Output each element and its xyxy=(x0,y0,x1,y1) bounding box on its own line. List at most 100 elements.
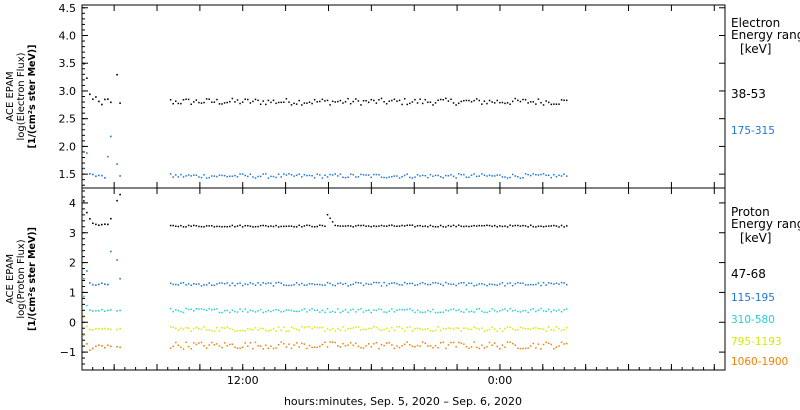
data-point xyxy=(550,343,553,346)
data-point xyxy=(380,97,383,100)
data-point xyxy=(110,328,112,331)
proton-frame xyxy=(81,187,726,371)
data-point xyxy=(283,342,285,345)
data-point xyxy=(306,102,308,104)
data-point xyxy=(409,176,411,179)
data-point xyxy=(357,282,360,284)
data-point xyxy=(529,101,532,103)
data-point xyxy=(265,282,267,285)
data-point xyxy=(421,311,424,314)
data-point xyxy=(514,175,517,177)
data-point xyxy=(393,175,396,177)
data-point xyxy=(432,104,434,106)
data-point xyxy=(285,174,288,176)
data-point xyxy=(414,284,416,287)
data-point xyxy=(98,344,100,347)
data-point xyxy=(229,327,231,330)
data-point xyxy=(419,345,421,347)
data-point xyxy=(339,329,342,331)
data-point xyxy=(86,325,88,328)
data-point xyxy=(457,308,460,311)
data-point xyxy=(221,226,223,228)
data-point xyxy=(496,284,499,287)
data-point xyxy=(421,174,424,177)
data-point xyxy=(519,225,522,227)
data-point xyxy=(285,284,288,287)
data-point xyxy=(355,311,357,313)
data-point xyxy=(177,329,180,332)
data-point xyxy=(303,284,306,286)
data-point xyxy=(537,343,540,345)
data-point xyxy=(540,173,542,176)
data-point xyxy=(427,176,429,179)
series-47-68 xyxy=(83,193,568,228)
data-point xyxy=(116,259,118,261)
data-point xyxy=(116,310,118,312)
data-point xyxy=(349,173,352,175)
data-point xyxy=(306,325,308,328)
data-point xyxy=(275,347,277,349)
data-point xyxy=(491,175,493,177)
data-point xyxy=(339,225,342,227)
data-point xyxy=(432,346,434,349)
data-point xyxy=(383,225,385,227)
data-point xyxy=(316,173,318,175)
data-point xyxy=(303,102,306,104)
data-point xyxy=(437,174,439,177)
data-point xyxy=(517,329,519,331)
data-point xyxy=(493,224,496,227)
data-point xyxy=(501,281,504,284)
data-point xyxy=(187,98,190,101)
data-point xyxy=(107,223,109,226)
data-point xyxy=(547,225,550,227)
data-point xyxy=(468,225,470,228)
data-point xyxy=(234,174,236,177)
data-point xyxy=(249,225,252,227)
data-point xyxy=(463,343,465,345)
data-point xyxy=(429,330,432,332)
data-point xyxy=(537,174,540,176)
data-point xyxy=(107,155,109,158)
data-point xyxy=(355,176,357,178)
data-point xyxy=(504,176,506,178)
data-point xyxy=(378,98,380,101)
data-point xyxy=(468,347,470,350)
data-point xyxy=(362,100,365,102)
data-point xyxy=(393,225,396,227)
data-point xyxy=(362,284,365,287)
data-point xyxy=(211,101,213,103)
data-point xyxy=(244,224,246,227)
data-point xyxy=(427,309,429,312)
data-point xyxy=(367,343,370,345)
data-point xyxy=(298,329,300,331)
data-point xyxy=(416,284,419,286)
data-point xyxy=(501,176,504,178)
data-point xyxy=(419,224,421,227)
data-point xyxy=(553,329,555,332)
data-point xyxy=(529,345,532,347)
data-point xyxy=(326,176,329,178)
data-point xyxy=(200,308,203,310)
data-point xyxy=(211,225,213,227)
data-point xyxy=(452,308,455,310)
data-point xyxy=(393,329,396,332)
y-tick-label: 2.0 xyxy=(59,140,77,153)
data-point xyxy=(424,174,427,177)
data-point xyxy=(532,173,535,175)
data-point xyxy=(252,328,254,331)
data-point xyxy=(488,341,491,344)
data-point xyxy=(352,327,354,329)
data-point xyxy=(499,310,501,312)
data-point xyxy=(401,103,403,106)
data-point xyxy=(211,329,213,332)
data-point xyxy=(465,176,468,178)
data-point xyxy=(298,346,300,348)
data-point xyxy=(375,341,378,344)
data-point xyxy=(560,99,563,101)
data-point xyxy=(290,173,293,176)
data-point xyxy=(175,341,177,344)
data-point xyxy=(311,307,313,310)
data-point xyxy=(239,102,241,105)
data-point xyxy=(231,97,234,100)
data-point xyxy=(110,309,112,311)
